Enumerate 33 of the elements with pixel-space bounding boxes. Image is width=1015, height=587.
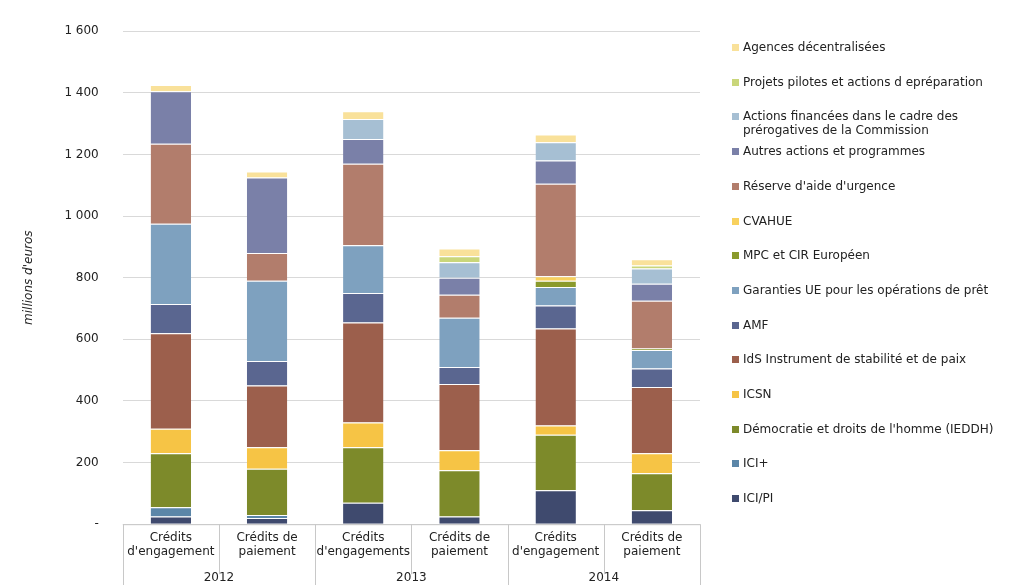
y-tick-label: 1 600 — [64, 23, 99, 38]
x-tick-label: Crédits d'engagement — [127, 529, 215, 558]
text: 2014 — [588, 570, 620, 585]
legend-label: Garanties UE pour les opérations de prêt — [743, 282, 989, 297]
y-tick-label: 1 200 — [64, 146, 99, 161]
legend-label: CVAHUE — [743, 213, 793, 228]
y-tick-label: 400 — [75, 393, 99, 408]
legend-label: Autres actions et programmes — [743, 144, 926, 159]
x-tick-label: Crédits d'engagements — [316, 529, 411, 558]
legend-label: MPC et CIR Européen — [743, 248, 870, 263]
legend-label: Projets pilotes et actions d epréparation — [743, 74, 983, 89]
x-tick-label: Crédits de paiement — [236, 529, 298, 558]
text: 2013 — [396, 570, 427, 585]
y-tick-label: - — [94, 516, 99, 531]
legend-label: Démocratie et droits de l'homme (IEDDH) — [743, 421, 994, 436]
y-tick-label: 600 — [75, 331, 99, 346]
legend-label: IdS Instrument de stabilité et de paix — [743, 352, 967, 367]
legend-label: ICI+ — [743, 456, 769, 471]
x-tick-label: Crédits d'engagement — [512, 529, 600, 558]
legend-label: AMF — [743, 317, 769, 332]
y-tick-label: 800 — [75, 269, 99, 284]
y-tick-label: 1 000 — [64, 208, 99, 223]
x-tick-label: Crédits de paiement — [428, 529, 491, 558]
legend-label: ICI/PI — [743, 491, 774, 506]
y-axis-title: millions d'euros — [21, 230, 36, 325]
legend-label: Réserve d'aide d'urgence — [743, 178, 896, 193]
legend-label: ICSN — [743, 387, 772, 401]
legend-label: Agences décentralisées — [743, 40, 886, 54]
y-tick-label: 200 — [75, 454, 99, 469]
text: 2012 — [203, 570, 235, 585]
y-tick-label: 1 400 — [64, 84, 99, 99]
x-tick-label: Crédits de paiement — [621, 529, 683, 558]
legend-label: Actions financées dans le cadre des prérogatives de la Commission — [743, 109, 960, 138]
